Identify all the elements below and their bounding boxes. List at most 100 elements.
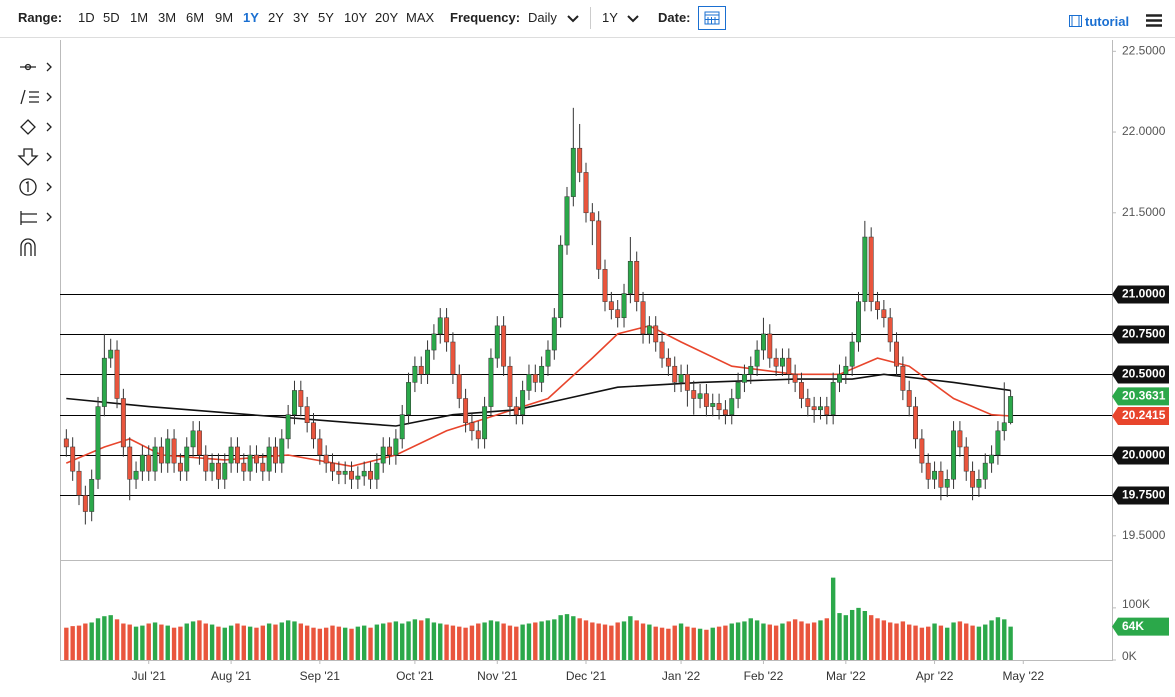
range-button[interactable]: MAX <box>406 10 435 25</box>
volume-bar <box>450 625 456 660</box>
range-button[interactable]: 1Y <box>243 10 259 25</box>
volume-bar <box>102 616 107 660</box>
candle-body <box>513 406 519 415</box>
range-button[interactable]: 9M <box>215 10 234 25</box>
x-tick-label: Nov '21 <box>477 669 518 683</box>
y-tick-label: 21.5000 <box>1122 205 1166 219</box>
volume-bar <box>868 615 874 660</box>
volume-bar <box>938 625 944 660</box>
range-button[interactable]: 6M <box>186 10 205 25</box>
candle-body <box>615 309 621 319</box>
candle-body <box>849 341 855 367</box>
range-button[interactable]: 1D <box>78 10 95 25</box>
volume-bar <box>203 623 208 660</box>
ma-value-label: 20.2415 <box>1112 407 1169 426</box>
candle-body <box>634 260 640 302</box>
tool-shape[interactable] <box>20 119 36 135</box>
volume-bar <box>298 623 304 660</box>
volume-bar <box>919 627 925 660</box>
candle-body <box>653 325 659 343</box>
tutorial-link[interactable]: tutorial <box>1085 14 1130 29</box>
candle-body <box>158 446 164 464</box>
volume-bar <box>355 626 361 660</box>
level-label: 20.0000 <box>1112 446 1169 465</box>
volume-bar <box>583 620 589 660</box>
candle-body <box>63 438 69 448</box>
candle-body <box>837 374 842 383</box>
volume-bar <box>412 619 418 660</box>
candle-body <box>456 374 462 399</box>
ma-value-label-box <box>1112 407 1169 426</box>
volume-bar <box>704 629 709 660</box>
candle-body <box>754 349 760 367</box>
volume-bar <box>400 623 405 660</box>
volume-bar <box>121 623 126 660</box>
volume-bar <box>837 613 842 660</box>
tool-line[interactable] <box>24 63 32 71</box>
range-button[interactable]: 3M <box>158 10 177 25</box>
level-label-box <box>1112 365 1169 384</box>
volume-bar <box>482 622 487 660</box>
candle-body <box>602 269 608 302</box>
volume-bar <box>640 623 646 660</box>
volume-bar <box>805 623 811 660</box>
candle-body <box>101 357 107 407</box>
volume-bar <box>431 622 437 660</box>
calendar-button[interactable] <box>698 6 726 30</box>
volume-bar <box>945 627 950 660</box>
candle-body <box>520 390 526 415</box>
x-tick-label: Apr '22 <box>916 669 954 683</box>
x-tick-label: Oct '21 <box>396 669 434 683</box>
volume-bar <box>818 620 823 660</box>
x-tick-label: Dec '21 <box>566 669 607 683</box>
volume-bar <box>976 626 982 660</box>
tool-fib[interactable] <box>20 89 39 105</box>
volume-bar <box>811 622 817 660</box>
tool-counter-digit <box>25 180 29 192</box>
menu-button[interactable] <box>1146 14 1162 27</box>
candle-body <box>418 365 424 375</box>
candle-body <box>1008 396 1014 423</box>
candle-body <box>387 446 392 456</box>
range-button[interactable]: 10Y <box>344 10 368 25</box>
tool-magnet[interactable] <box>20 238 36 256</box>
tool-chevrons[interactable] <box>20 62 52 222</box>
tool-pattern[interactable] <box>20 211 37 225</box>
volume-bar <box>387 622 392 660</box>
volume-bar <box>159 624 164 660</box>
range-button[interactable]: 2Y <box>268 10 284 25</box>
candle-body <box>266 446 272 472</box>
volume-bar <box>254 627 259 660</box>
range-button[interactable]: 5Y <box>318 10 334 25</box>
volume-bar <box>672 625 677 660</box>
x-tick-label: Jul '21 <box>132 669 167 683</box>
candle-body <box>951 430 957 480</box>
volume-bar <box>197 620 202 660</box>
range-button[interactable]: 3Y <box>293 10 309 25</box>
volume-bar <box>628 616 633 660</box>
candle-body <box>431 333 437 351</box>
candle-body <box>184 446 190 472</box>
candle-body <box>913 406 918 440</box>
range-button[interactable]: 5D <box>103 10 120 25</box>
candle-body <box>304 406 310 423</box>
volume-bar <box>64 627 69 660</box>
candle-body <box>228 446 234 464</box>
tool-arrow[interactable] <box>17 148 39 166</box>
volume-bar <box>260 625 265 660</box>
frequency-select[interactable]: Daily <box>528 10 557 25</box>
drawing-tools <box>17 62 52 256</box>
volume-bar <box>83 623 88 660</box>
candle-body <box>298 390 304 407</box>
volume-bar <box>406 621 411 660</box>
range-button[interactable]: 1M <box>130 10 149 25</box>
period-select[interactable]: 1Y <box>602 10 618 25</box>
volume-bar <box>552 619 557 660</box>
range-button[interactable]: 20Y <box>375 10 399 25</box>
level-label-text: 20.7500 <box>1122 327 1166 341</box>
tool-counter[interactable] <box>19 178 37 196</box>
level-label-text: 19.7500 <box>1122 488 1166 502</box>
level-label-box <box>1112 486 1169 505</box>
volume-bar <box>114 619 120 660</box>
